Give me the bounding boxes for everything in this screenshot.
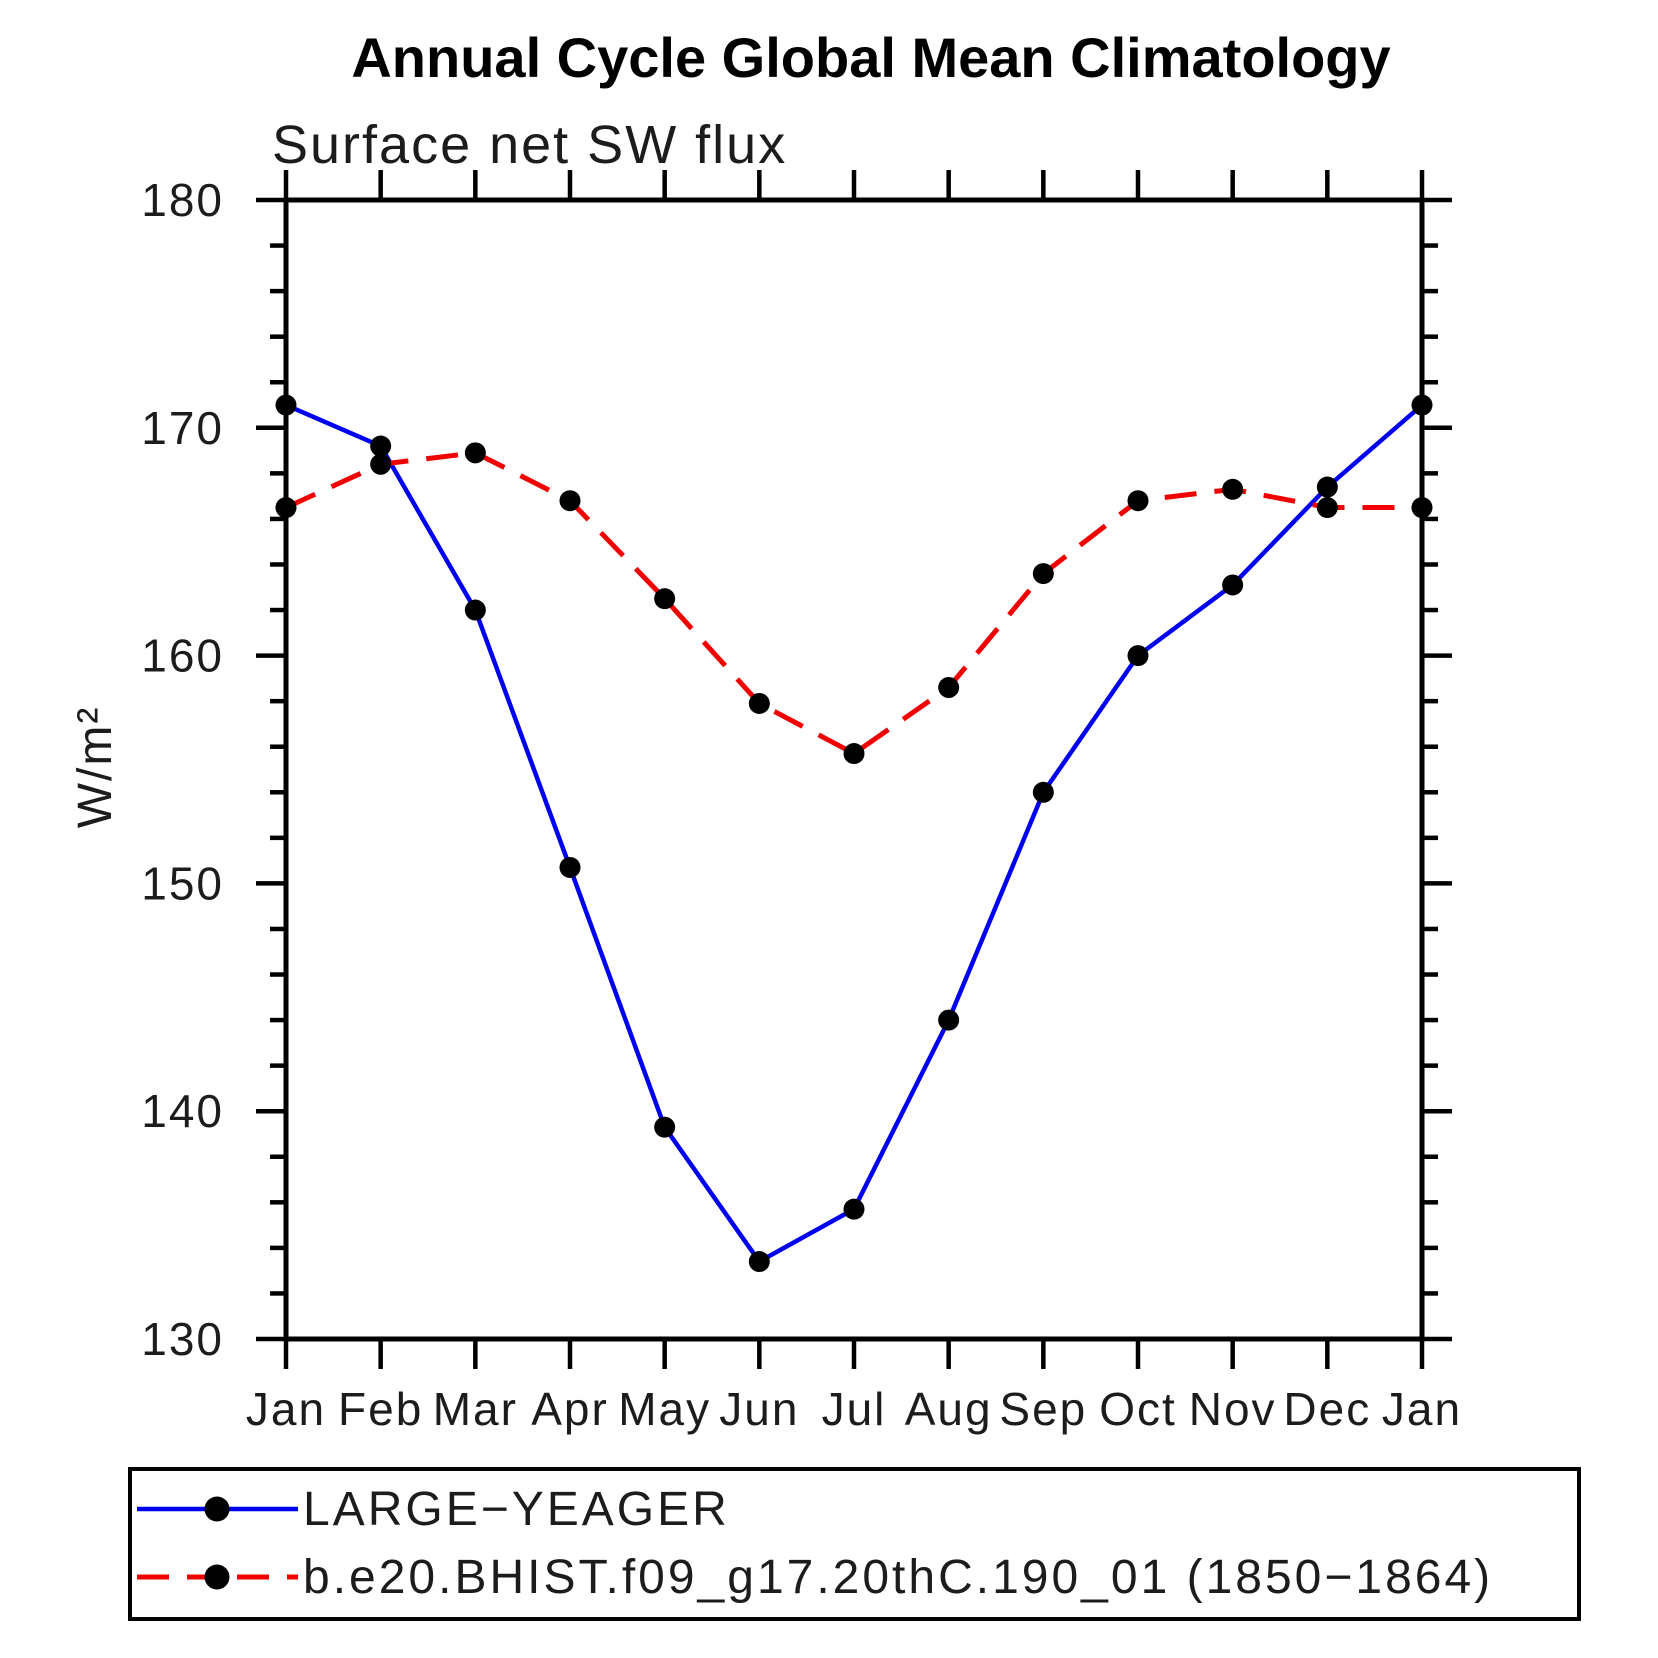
data-point <box>1222 574 1244 596</box>
x-tick-label: Jul <box>822 1383 887 1435</box>
data-point <box>1316 476 1338 498</box>
data-point <box>275 394 297 416</box>
y-tick-label: 180 <box>141 174 224 226</box>
data-point <box>1411 497 1433 519</box>
y-axis-label: W/m² <box>69 706 122 829</box>
x-tick-label: Nov <box>1189 1383 1277 1435</box>
data-point <box>1411 394 1433 416</box>
x-tick-label: Jan <box>1382 1383 1462 1435</box>
series-large-yeager <box>275 394 1433 1273</box>
data-point <box>1127 645 1149 667</box>
x-tick-label: Aug <box>905 1383 993 1435</box>
data-point <box>464 442 486 464</box>
data-point <box>370 453 392 475</box>
x-tick-label: Jan <box>246 1383 326 1435</box>
legend-box <box>128 1467 1581 1621</box>
legend: LARGE−YEAGER b.e20.BHIST.f09_g17.20thC.1… <box>128 1467 1581 1621</box>
y-tick-label: 140 <box>141 1085 224 1137</box>
y-tick-label: 130 <box>141 1313 224 1365</box>
series-line <box>285 402 1424 1264</box>
legend-samples <box>137 1496 298 1590</box>
chart-subtitle: Surface net SW flux <box>272 115 787 175</box>
series-line <box>284 450 1422 757</box>
data-point <box>843 743 865 765</box>
data-point <box>748 1251 770 1273</box>
legend-label-large-yeager: LARGE−YEAGER <box>303 1483 730 1536</box>
x-tick-label: Feb <box>338 1383 423 1435</box>
data-point <box>1316 497 1338 519</box>
plot-frame <box>283 197 1425 1342</box>
data-point <box>1032 563 1054 585</box>
axis-ticks <box>256 170 1452 1369</box>
data-point <box>654 588 676 610</box>
data-point <box>370 435 392 457</box>
x-tick-label: Jun <box>719 1383 799 1435</box>
x-tick-label: Apr <box>531 1383 609 1435</box>
legend-sample-dot <box>204 1496 230 1522</box>
data-point <box>275 497 297 519</box>
data-point <box>654 1116 676 1138</box>
data-point <box>559 490 581 512</box>
data-point <box>1127 490 1149 512</box>
data-point <box>938 1009 960 1031</box>
data-point <box>1032 781 1054 803</box>
data-point <box>1222 478 1244 500</box>
data-point <box>748 692 770 714</box>
x-tick-label: Oct <box>1099 1383 1177 1435</box>
y-tick-label: 170 <box>141 402 224 454</box>
data-point <box>843 1198 865 1220</box>
x-tick-label: May <box>618 1383 711 1435</box>
plot-frame-rect <box>283 197 1425 1342</box>
x-tick-label: Mar <box>433 1383 518 1435</box>
series-model-run <box>275 442 1433 765</box>
x-tick-label: Dec <box>1283 1383 1371 1435</box>
chart-title: Annual Cycle Global Mean Climatology <box>351 26 1390 89</box>
y-tick-label: 160 <box>141 630 224 682</box>
y-tick-label: 150 <box>141 857 224 909</box>
x-tick-label: Sep <box>999 1383 1087 1435</box>
legend-sample-dot <box>204 1564 230 1590</box>
data-series <box>275 394 1433 1273</box>
legend-label-model-run: b.e20.BHIST.f09_g17.20thC.190_01 (1850−1… <box>303 1551 1493 1604</box>
data-point <box>464 599 486 621</box>
data-point <box>938 676 960 698</box>
data-point <box>559 856 581 878</box>
